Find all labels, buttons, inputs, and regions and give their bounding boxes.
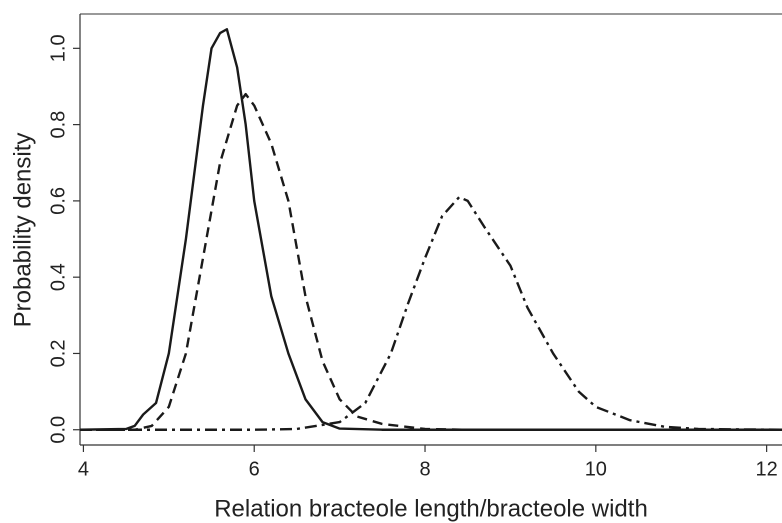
- density-line: [80, 92, 782, 431]
- y-tick-label: 0.2: [47, 340, 69, 368]
- y-tick-label: 0.0: [47, 416, 69, 444]
- x-tick-label: 6: [249, 458, 260, 480]
- x-tick-label: 8: [419, 458, 430, 480]
- y-tick-label: 0.8: [47, 111, 69, 139]
- y-tick-label: 1.0: [47, 34, 69, 62]
- x-tick-label: 10: [585, 458, 607, 480]
- x-axis-title: Relation bracteole length/bracteole widt…: [214, 495, 648, 522]
- density-line: [80, 195, 782, 431]
- density-line: [79, 28, 782, 431]
- x-tick-label: 12: [756, 458, 778, 480]
- y-tick-label: 0.6: [47, 187, 69, 215]
- x-tick-label: 4: [78, 458, 89, 480]
- y-tick-label: 0.4: [47, 263, 69, 291]
- y-axis-title: Probability density: [9, 133, 36, 328]
